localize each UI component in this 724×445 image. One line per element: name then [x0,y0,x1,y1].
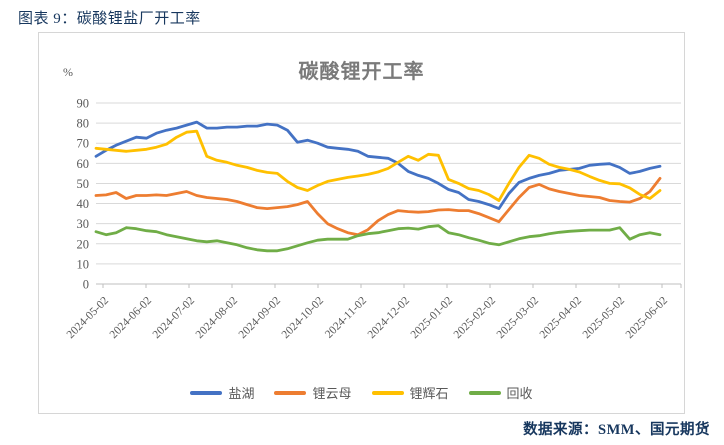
legend-label: 锂云母 [312,386,352,401]
y-tick-label: 80 [77,117,90,131]
legend-swatch-lepidolite [274,390,307,395]
legend-item-recycling: 回收 [468,383,533,402]
y-axis-unit-label: % [63,65,73,79]
chart-legend: 盐湖 锂云母 锂辉石 回收 [39,383,684,402]
legend-swatch-spodumene [371,390,404,395]
x-tick-label: 2024-11-02 [323,294,369,340]
figure-caption: 图表 9：碳酸锂盐厂开工率 [18,11,201,27]
y-axis-labels: 90 80 70 60 50 40 30 20 10 0 [77,97,90,292]
legend-item-lepidolite: 锂云母 [274,383,352,402]
series-line-spodumene [94,129,662,202]
legend-label: 回收 [506,386,533,401]
chart-canvas: 90807060504030201002024-05-022024-06-022… [65,97,682,341]
legend-label: 盐湖 [228,386,255,401]
series-line-lepidolite [94,176,662,237]
legend-item-salt-lake: 盐湖 [190,383,254,402]
y-tick-label: 30 [77,217,90,231]
x-tick-label: 2024-09-02 [237,294,284,341]
legend-swatch-recycling [468,390,501,395]
y-tick-label: 40 [77,197,90,211]
x-tick-label: 2024-12-02 [366,294,413,341]
x-tick-label: 2024-10-02 [280,294,327,341]
y-tick-label: 50 [77,177,90,191]
legend-swatch-salt-lake [190,390,223,395]
legend-label: 锂辉石 [409,386,449,401]
x-tick-label: 2025-03-02 [495,294,542,341]
x-tick-label: 2024-06-02 [108,294,155,341]
y-tick-label: 0 [83,278,89,292]
y-tick-label: 20 [77,237,90,251]
x-tick-label: 2025-06-02 [624,294,671,341]
chart-title: 碳酸锂开工率 [298,61,425,83]
x-tick-label: 2024-07-02 [151,294,198,341]
x-tick-label: 2025-01-02 [409,294,456,341]
legend-item-spodumene: 锂辉石 [371,383,449,402]
x-axis-labels: 2024-05-022024-06-022024-07-022024-08-02… [65,294,671,341]
data-source: 数据来源：SMM、国元期货 [523,422,710,438]
x-axis-ticks [102,284,682,288]
chart-card: 碳酸锂开工率 % 90 80 70 60 50 40 30 20 10 0 2024-05-02 20… [38,32,685,414]
x-tick-label: 2025-05-02 [581,294,628,341]
x-tick-label: 2025-04-02 [538,294,585,341]
x-tick-label: 2025-02-02 [452,294,499,341]
x-tick-label: 2024-08-02 [194,294,241,341]
y-tick-label: 70 [77,137,90,151]
series-line-recycling [94,224,662,253]
y-tick-label: 60 [77,157,90,171]
y-tick-label: 90 [77,97,90,111]
x-tick-label: 2024-05-02 [65,294,112,341]
y-tick-label: 10 [77,257,90,271]
